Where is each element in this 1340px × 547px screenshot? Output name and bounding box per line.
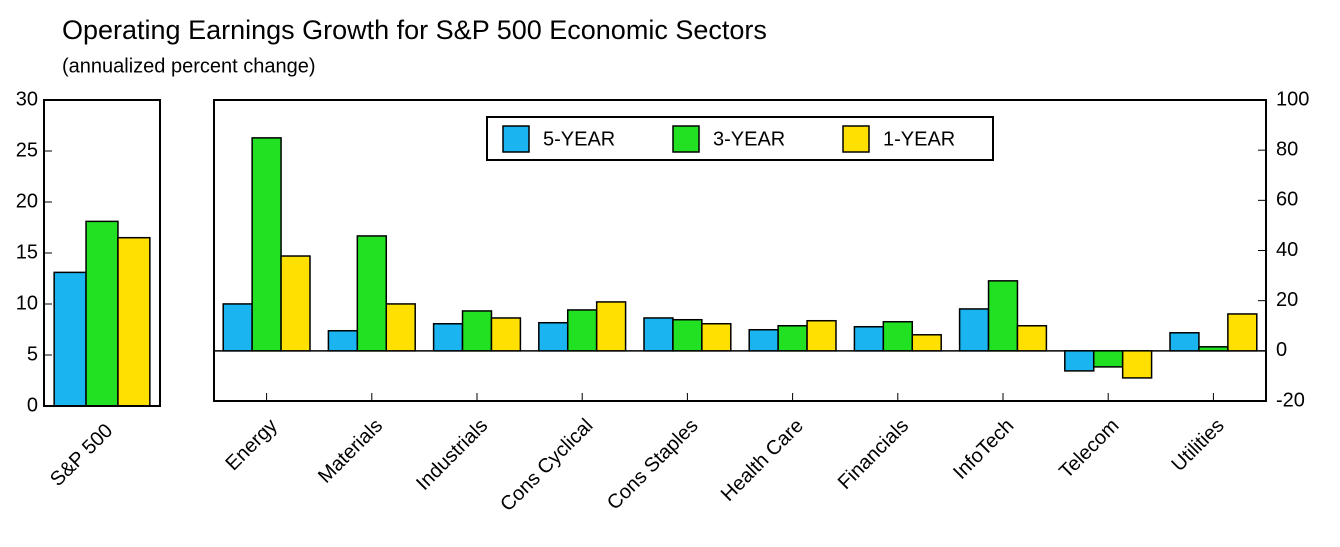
y-tick-label: -20 xyxy=(1276,389,1305,411)
bar xyxy=(461,310,493,352)
legend-label: 5-YEAR xyxy=(543,128,615,150)
y-tick-label: 60 xyxy=(1276,189,1298,211)
legend-box xyxy=(486,116,994,161)
y-tick-label: 40 xyxy=(1276,239,1298,261)
x-tick-label: Utilities xyxy=(1168,415,1229,476)
y-tick-label: 30 xyxy=(16,88,38,110)
legend-swatch xyxy=(842,125,870,153)
x-tick-label: Cons Staples xyxy=(603,415,703,515)
legend-swatch xyxy=(672,125,700,153)
bar xyxy=(1092,350,1124,368)
legend-label: 3-YEAR xyxy=(713,128,785,150)
legend-swatch xyxy=(502,125,530,153)
plot-frame xyxy=(213,99,1267,402)
bar xyxy=(1121,350,1153,379)
bar xyxy=(643,317,674,352)
bar xyxy=(356,235,388,352)
x-tick-label: InfoTech xyxy=(949,415,1018,484)
y-tick-label: 15 xyxy=(16,241,38,263)
x-tick-label: Energy xyxy=(222,415,282,475)
bar xyxy=(748,329,779,352)
x-tick-label: Materials xyxy=(314,415,387,488)
bar xyxy=(222,303,253,352)
y-tick-label: 10 xyxy=(16,292,38,314)
bar xyxy=(1016,325,1048,352)
chart-title: Operating Earnings Growth for S&P 500 Ec… xyxy=(62,15,767,45)
bar xyxy=(1064,350,1095,372)
y-tick-label: 0 xyxy=(1276,339,1287,361)
bar xyxy=(911,334,942,352)
bar xyxy=(853,326,885,352)
y-tick-label: 5 xyxy=(27,343,38,365)
y-tick-label: 100 xyxy=(1276,88,1309,110)
bar xyxy=(701,322,732,352)
bar xyxy=(882,320,914,352)
bar xyxy=(1169,332,1200,352)
bar xyxy=(432,322,464,352)
y-tick-label: 0 xyxy=(27,394,38,416)
y-tick-label: 80 xyxy=(1276,138,1298,160)
legend-label: 1-YEAR xyxy=(883,128,955,150)
bar xyxy=(958,308,990,352)
x-tick-label: Telecom xyxy=(1055,415,1123,483)
bar xyxy=(1227,313,1258,352)
chart-subtitle: (annualized percent change) xyxy=(62,55,316,77)
bar xyxy=(85,220,119,407)
plot-frame xyxy=(43,99,161,407)
x-tick-label: S&P 500 xyxy=(46,420,117,491)
bar xyxy=(566,309,598,352)
bar xyxy=(490,317,522,352)
bar xyxy=(806,319,837,352)
bar xyxy=(595,301,627,352)
x-tick-label: Health Care xyxy=(717,415,808,506)
bar xyxy=(385,303,416,352)
y-tick-label: 25 xyxy=(16,139,38,161)
bar xyxy=(672,318,703,352)
y-tick-label: 20 xyxy=(1276,289,1298,311)
bar xyxy=(538,321,569,352)
bar xyxy=(117,236,151,407)
bar xyxy=(327,330,359,352)
bar xyxy=(777,325,808,352)
y-tick-label: 20 xyxy=(16,190,38,212)
x-tick-label: Financials xyxy=(834,415,913,494)
bar xyxy=(53,271,87,407)
x-tick-label: Industrials xyxy=(412,415,492,495)
bar xyxy=(987,280,1019,352)
bar xyxy=(1198,346,1229,352)
x-tick-label: Cons Cyclical xyxy=(496,415,597,516)
bar xyxy=(251,137,282,352)
bar xyxy=(280,255,311,352)
